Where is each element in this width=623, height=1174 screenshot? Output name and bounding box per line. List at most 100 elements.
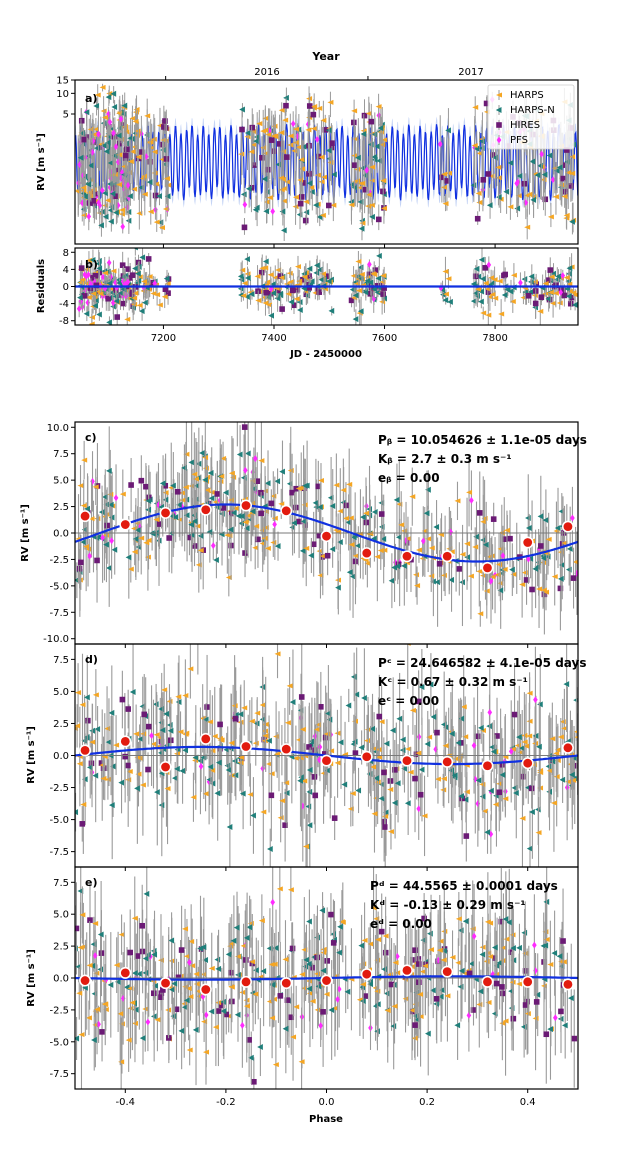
axes: 5 10 15 -8 -4 0 4 8 7200 7400 7600 7800 -10.0 -7.5 -5.… bbox=[43, 76, 579, 1108]
panel-b-point-harps-n bbox=[77, 294, 83, 301]
panel-d-point-harps-n bbox=[306, 788, 313, 795]
panel-e-point-harps-n bbox=[367, 981, 374, 988]
panel-a-point-harps-n bbox=[371, 154, 377, 161]
panel-d-point-harps bbox=[135, 771, 142, 777]
panel-a-point-pfs bbox=[242, 201, 248, 209]
panel-b-ytick-label: 0 bbox=[63, 282, 69, 293]
panel-e-point-harps-n bbox=[152, 982, 159, 989]
panel-e-point-harps bbox=[131, 915, 138, 921]
panel-c-point-harps-n bbox=[264, 480, 271, 487]
panel-b-point-harps bbox=[132, 290, 139, 296]
panel-d-point-hires bbox=[520, 773, 527, 780]
panel-c-point-harps bbox=[107, 491, 114, 497]
panel-c-binned-point bbox=[79, 510, 92, 523]
panel-d-point-harps bbox=[211, 733, 218, 739]
panel-e-binned-point bbox=[561, 978, 574, 991]
panel-c-binned-point bbox=[561, 520, 574, 533]
panel-a-point-harps-n bbox=[534, 172, 541, 179]
panel-d-point-harps-n bbox=[83, 734, 90, 741]
panel-e-point-harps-n bbox=[425, 1030, 431, 1037]
panel-c-point-harps-n bbox=[346, 569, 353, 576]
panel-b-point-harps-n bbox=[478, 298, 484, 305]
panel-d-point-harps bbox=[561, 725, 568, 731]
panel-d-binned-point bbox=[240, 740, 253, 753]
panel-e-point-harps bbox=[360, 981, 367, 987]
panel-e-point-harps bbox=[547, 961, 554, 967]
panel-a-point-pfs bbox=[514, 179, 520, 187]
panel-e-point-harps bbox=[86, 962, 93, 968]
panel-d-point-hires bbox=[381, 769, 387, 776]
panel-d-point-harps-n bbox=[297, 777, 303, 784]
panel-d-point-harps-n bbox=[237, 711, 244, 718]
panel-c-point-hires bbox=[94, 557, 100, 564]
panel-b-point-harps bbox=[489, 291, 496, 297]
panel-b-point-harps-n bbox=[367, 279, 374, 286]
panel-a-point-harps bbox=[287, 133, 294, 139]
panel-a-point-harps bbox=[256, 121, 263, 127]
panel-a-point-harps-n bbox=[77, 154, 84, 161]
panel-d-point-harps bbox=[177, 729, 184, 735]
panel-e-point-hires bbox=[543, 1031, 550, 1038]
panel-c-point-harps-n bbox=[509, 566, 515, 573]
panel-a-point-harps-n bbox=[244, 130, 251, 137]
panel-c-point-harps bbox=[194, 523, 201, 529]
panel-a-point-harps bbox=[348, 202, 355, 208]
panel-e-point-harps bbox=[186, 1047, 193, 1053]
panel-d-point-harps-n bbox=[486, 723, 492, 730]
panel-d-point-harps-n bbox=[488, 787, 494, 794]
panel-a-point-harps-n bbox=[473, 145, 480, 152]
panel-a-point-pfs bbox=[314, 135, 320, 143]
panel-a-point-pfs bbox=[550, 176, 556, 184]
panel-c-point-harps-n bbox=[434, 579, 441, 586]
panel-c-point-hires bbox=[104, 522, 110, 529]
panel-b-point-harps-n bbox=[277, 290, 284, 297]
panel-a-point-harps bbox=[472, 104, 479, 110]
panel-c-point-harps-n bbox=[299, 547, 306, 554]
panel-b-point-hires bbox=[274, 287, 281, 294]
panel-d-point-harps-n bbox=[499, 771, 506, 778]
panel-a-point-harps bbox=[278, 175, 285, 181]
panel-b-point-harps bbox=[126, 295, 133, 301]
panel-b-point-harps-n bbox=[89, 256, 96, 263]
panel-d-point-hires bbox=[494, 733, 500, 739]
panel-a-point-harps-n bbox=[300, 143, 307, 150]
panel-c-point-harps-n bbox=[540, 555, 547, 562]
panel-e-point-harps bbox=[392, 960, 399, 966]
panel-d-point-harps bbox=[409, 707, 416, 713]
panel-c-point-harps-n bbox=[329, 503, 336, 510]
panel-c-point-harps bbox=[303, 545, 310, 551]
panel-d-point-harps-n bbox=[462, 796, 469, 803]
panel-c-point-harps bbox=[472, 544, 479, 550]
panel-d-point-harps bbox=[139, 782, 146, 788]
panel-b-point-harps-n bbox=[248, 291, 255, 298]
panel-d-point-harps bbox=[526, 733, 533, 739]
panel-d-point-harps bbox=[574, 735, 578, 739]
panel-c-point-harps bbox=[503, 527, 510, 533]
panel-d-point-harps-n bbox=[226, 823, 233, 830]
panel-e-point-hires bbox=[134, 953, 141, 959]
panel-e-point-harps bbox=[252, 991, 259, 997]
panel-b-point-harps bbox=[131, 295, 138, 301]
panel-a-point-pfs bbox=[96, 130, 101, 138]
panel-b-point-harps bbox=[350, 273, 357, 279]
panel-b-point-harps bbox=[482, 280, 489, 286]
panel-d-point-harps-n bbox=[231, 758, 238, 765]
panel-c-ytick-label: 5.0 bbox=[53, 476, 69, 487]
panel-d-point-harps bbox=[550, 800, 557, 806]
panel-a-point-harps bbox=[441, 171, 448, 177]
panel-b-point-harps-n bbox=[116, 279, 123, 286]
panel-b-point-harps-n bbox=[288, 299, 295, 306]
panel-b-point-harps bbox=[97, 291, 104, 297]
panel-b-point-pfs bbox=[558, 288, 564, 296]
panel-e-xtick-label: -0.4 bbox=[116, 1097, 136, 1108]
panel-c-point-hires bbox=[241, 424, 248, 430]
panel-a-point-harps bbox=[270, 133, 277, 139]
panel-e-point-harps bbox=[269, 1015, 276, 1021]
panel-c-point-harps-n bbox=[111, 546, 118, 553]
panel-d-point-hires bbox=[498, 761, 505, 768]
panel-c-point-harps-n bbox=[482, 541, 489, 548]
panel-a-point-harps bbox=[310, 126, 317, 132]
panel-c-point-harps bbox=[317, 572, 324, 578]
panel-c-binned-point bbox=[481, 561, 494, 574]
